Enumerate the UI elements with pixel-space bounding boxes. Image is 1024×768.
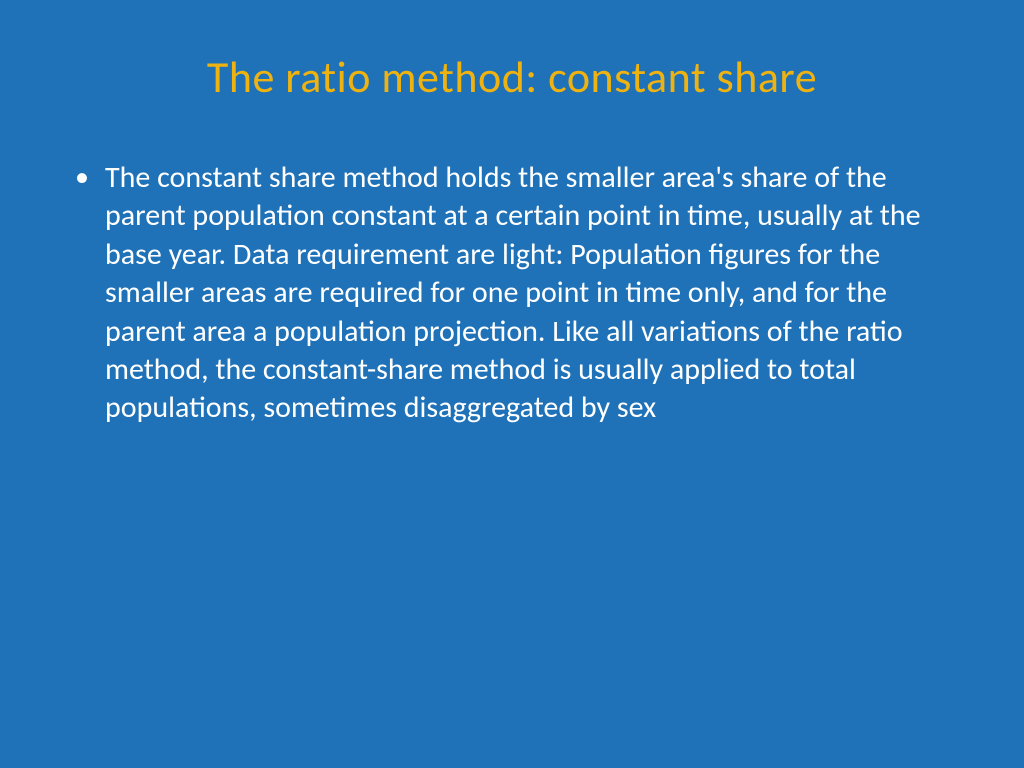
slide-content: The constant share method holds the smal… (70, 159, 954, 428)
bullet-point: The constant share method holds the smal… (105, 159, 954, 428)
slide-title: The ratio method: constant share (70, 50, 954, 104)
slide-container: The ratio method: constant share The con… (0, 0, 1024, 768)
